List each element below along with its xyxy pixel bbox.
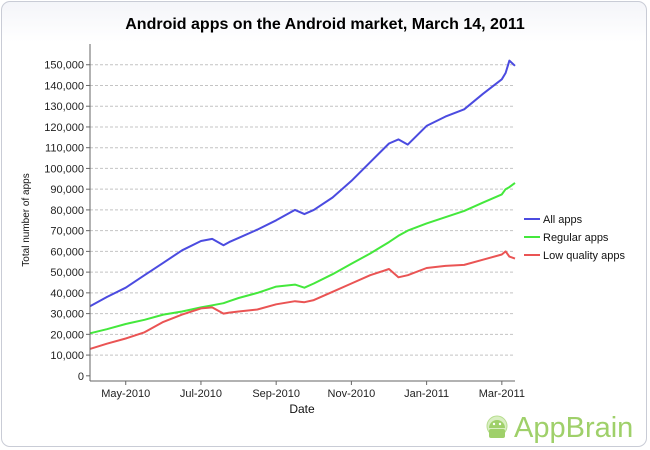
y-tick-label: 150,000 — [44, 60, 84, 72]
y-axis-label: Total number of apps — [21, 173, 32, 266]
series-line-low-quality-apps — [89, 250, 516, 350]
chart-title: Android apps on the Android market, Marc… — [125, 16, 525, 33]
y-tick-label: 70,000 — [50, 226, 84, 238]
y-tick-label: 100,000 — [44, 163, 84, 175]
y-tick-label: 110,000 — [45, 143, 84, 155]
appbrain-logo: AppBrain — [486, 412, 633, 444]
y-tick-label: 40,000 — [50, 288, 84, 300]
x-tick-label: Nov-2010 — [328, 388, 376, 400]
x-tick-label: Jul-2010 — [180, 388, 222, 400]
series-line-regular-apps — [89, 182, 516, 335]
y-tick-label: 60,000 — [50, 246, 84, 258]
y-tick-label: 0 — [78, 371, 84, 383]
x-tick-label: Mar-2011 — [479, 388, 525, 400]
y-tick-label: 10,000 — [50, 350, 84, 362]
x-tick-label: May-2010 — [101, 388, 150, 400]
y-tick-label: 90,000 — [50, 184, 84, 196]
x-tick-label: Sep-2010 — [252, 388, 300, 400]
series-line-all-apps — [89, 59, 516, 308]
brand-name: AppBrain — [514, 412, 633, 444]
y-axis-ticks: 0 10,000 20,000 30,000 40,000 50,000 60,000 70,… — [44, 60, 90, 383]
x-axis-ticks: May-2010 Jul-2010 Sep-2010 Nov-2010 Jan-2011… — [101, 381, 525, 400]
legend-entry: Regular apps — [543, 232, 609, 244]
legend-entry: Low quality apps — [543, 250, 625, 262]
y-tick-label: 140,000 — [44, 80, 84, 92]
legend: All apps Regular apps Low quality apps — [524, 214, 625, 262]
android-icon — [486, 415, 508, 438]
x-tick-label: Jan-2011 — [404, 388, 449, 400]
y-tick-label: 30,000 — [50, 309, 84, 321]
series-lines — [89, 59, 516, 350]
y-tick-label: 130,000 — [44, 101, 84, 113]
legend-entry: All apps — [543, 214, 583, 226]
y-tick-label: 80,000 — [50, 205, 84, 217]
grid-lines — [90, 64, 515, 356]
y-tick-label: 120,000 — [44, 122, 84, 134]
y-tick-label: 50,000 — [50, 267, 84, 279]
x-axis-label: Date — [289, 402, 315, 416]
y-tick-label: 20,000 — [50, 329, 84, 341]
